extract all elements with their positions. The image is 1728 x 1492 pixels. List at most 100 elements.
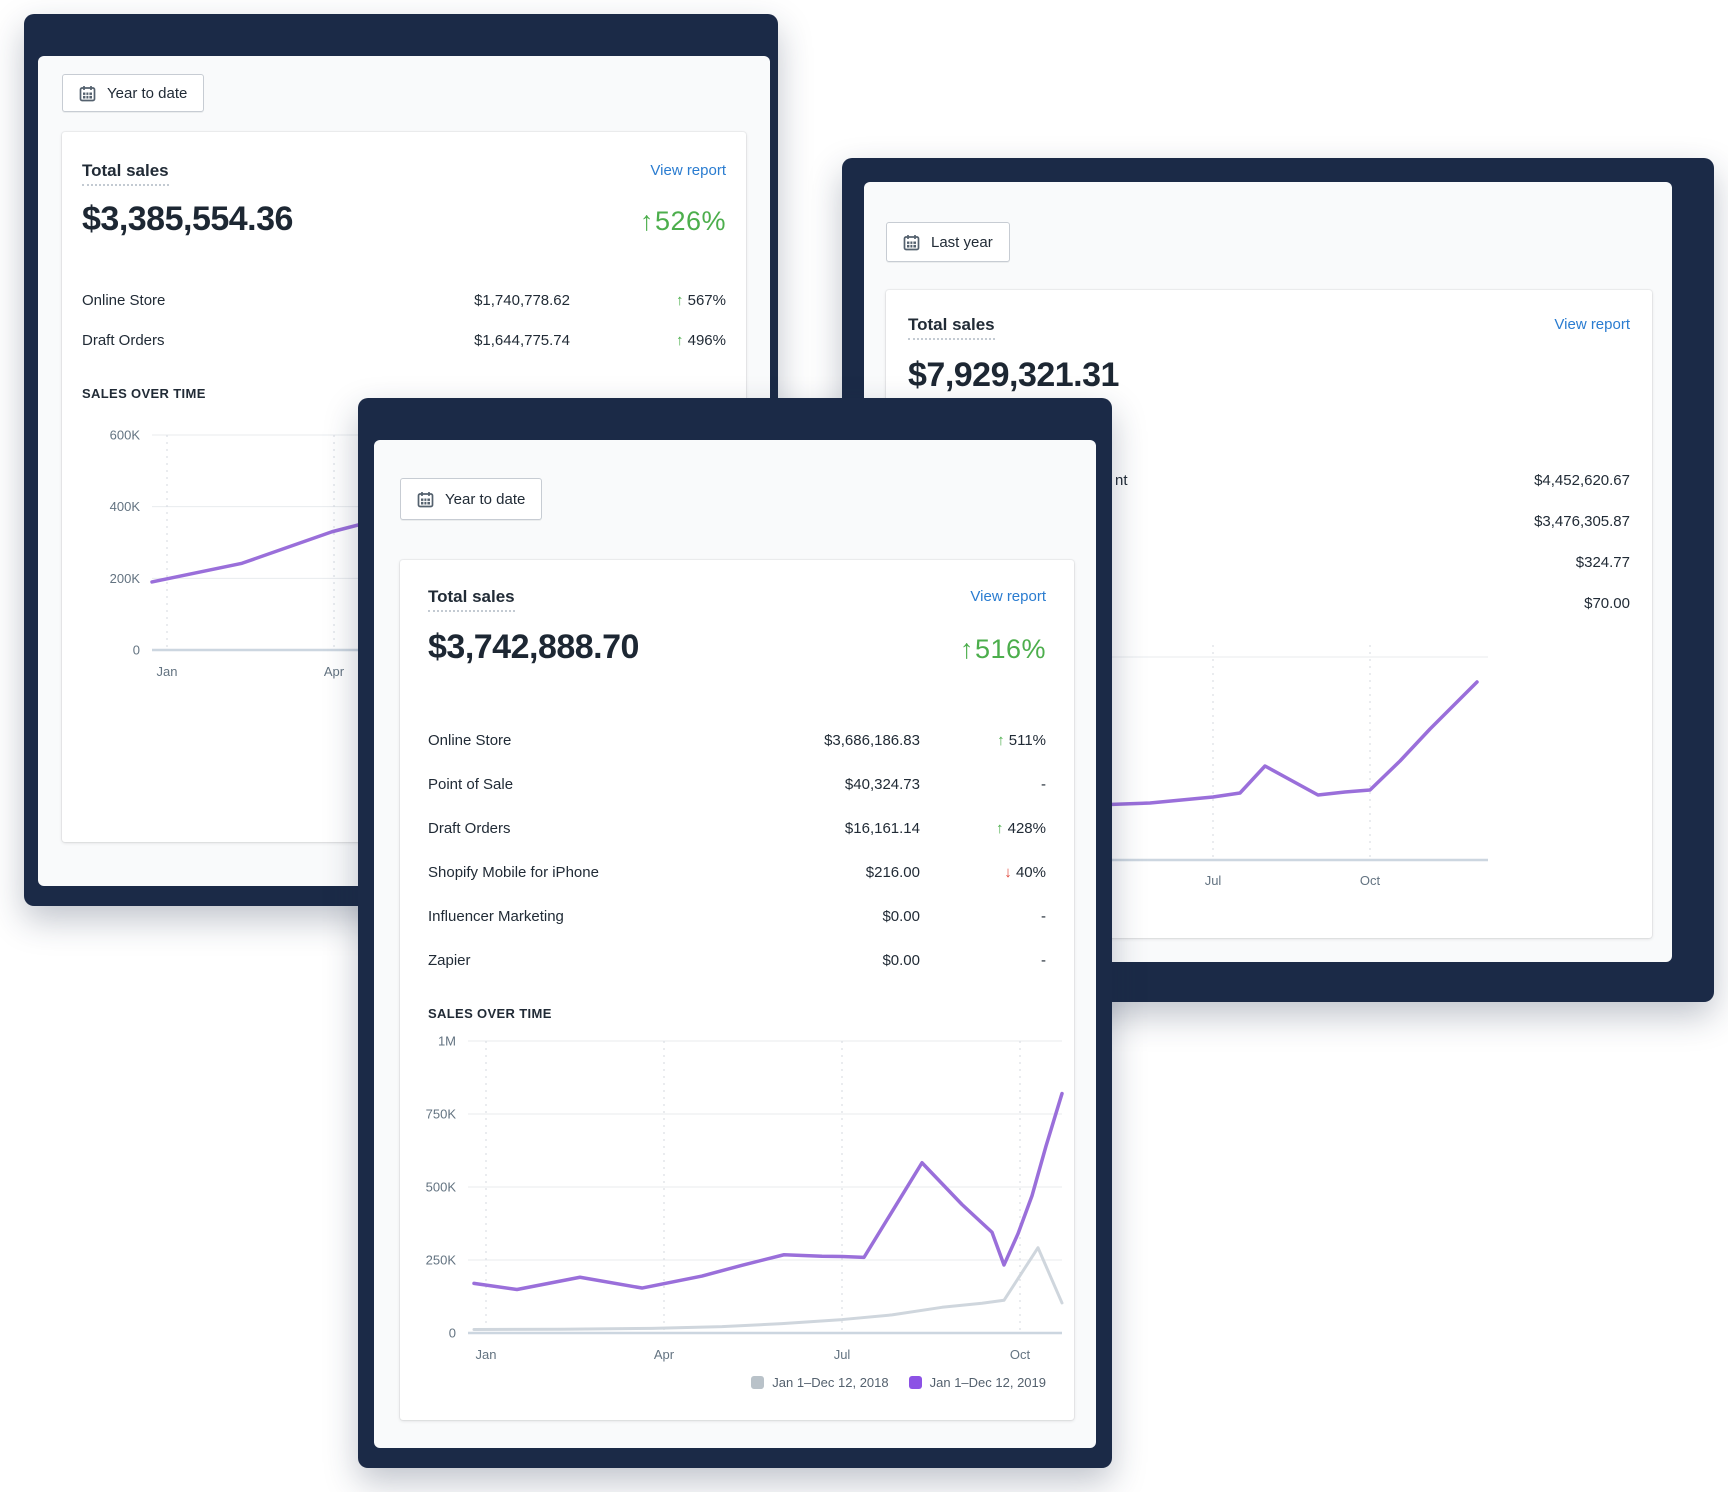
- y-tick-label: 600K: [110, 428, 141, 443]
- up-arrow-icon: ↑: [675, 331, 684, 349]
- legend-swatch-icon: [908, 1376, 922, 1389]
- breakdown-row: $3,476,305.87: [908, 501, 1630, 542]
- up-arrow-icon: ↑: [997, 731, 1005, 749]
- section-label: SALES OVER TIME: [82, 386, 206, 401]
- row-value: $70.00: [1584, 595, 1630, 612]
- series-line: [472, 1246, 1064, 1331]
- view-report-link[interactable]: View report: [1554, 316, 1630, 333]
- row-label: Online Store: [82, 291, 166, 309]
- x-tick-label: Apr: [654, 1347, 675, 1362]
- series-line: [472, 1091, 1064, 1292]
- legend-label: Jan 1–Dec 12, 2018: [772, 1375, 889, 1390]
- row-change: ↑ 428%: [995, 819, 1046, 837]
- y-tick-label: 750K: [426, 1107, 457, 1122]
- legend-label: Jan 1–Dec 12, 2019: [929, 1375, 1046, 1390]
- y-tick-label: 400K: [110, 499, 141, 514]
- row-change: ↓ 40%: [1004, 863, 1046, 881]
- series-line: [1093, 680, 1479, 807]
- sales-card-year-to-date-front: Year to date Total sales View report $3,…: [358, 398, 1112, 1468]
- view-report-link[interactable]: View report: [650, 162, 726, 179]
- row-change: ↑ 496%: [675, 331, 726, 349]
- row-value: $3,476,305.87: [1534, 513, 1630, 530]
- x-tick-label: Oct: [1360, 873, 1381, 888]
- row-value: $3,686,186.83: [824, 731, 920, 749]
- up-arrow-icon: ↑: [959, 634, 974, 664]
- y-tick-label: 200K: [110, 571, 141, 586]
- date-range-label: Year to date: [107, 84, 188, 102]
- legend-item: Jan 1–Dec 12, 2018: [751, 1375, 889, 1390]
- legend-swatch-icon: [751, 1376, 765, 1389]
- row-value: $1,740,778.62: [474, 291, 570, 309]
- card-title: Total sales: [428, 588, 515, 612]
- view-report-link[interactable]: View report: [970, 588, 1046, 605]
- x-tick-label: Oct: [1010, 1347, 1031, 1362]
- card-title: Total sales: [908, 316, 995, 340]
- breakdown-row: nt $4,452,620.67: [908, 460, 1630, 501]
- section-label: SALES OVER TIME: [428, 1006, 552, 1021]
- y-tick-label: 0: [449, 1326, 456, 1341]
- up-arrow-icon: ↑: [995, 819, 1004, 837]
- row-change: -: [1041, 951, 1046, 969]
- date-range-label: Last year: [931, 233, 993, 251]
- y-tick-label: 500K: [426, 1180, 457, 1195]
- row-change: ↑ 567%: [675, 291, 726, 309]
- y-tick-label: 250K: [426, 1253, 457, 1268]
- row-label: Zapier: [428, 951, 471, 969]
- breakdown-row: Draft Orders $1,644,775.74 ↑ 496%: [82, 320, 726, 360]
- breakdown-row: Shopify Mobile for iPhone $216.00 ↓ 40%: [428, 850, 1046, 894]
- x-tick-label: Jul: [834, 1347, 851, 1362]
- x-tick-label: Apr: [324, 664, 345, 679]
- breakdown-row: Online Store $3,686,186.83 ↑ 511%: [428, 718, 1046, 762]
- date-range-button[interactable]: Last year: [886, 222, 1010, 262]
- x-tick-label: Jan: [476, 1347, 497, 1362]
- breakdown-row: Draft Orders $16,161.14 ↑ 428%: [428, 806, 1046, 850]
- date-range-label: Year to date: [445, 490, 526, 508]
- total-sales-card: Total sales View report $3,742,888.70 ↑ 5…: [400, 560, 1074, 1420]
- row-label: Influencer Marketing: [428, 907, 564, 925]
- x-tick-label: Jul: [1205, 873, 1222, 888]
- channel-breakdown: Online Store $3,686,186.83 ↑ 511% Point of …: [428, 718, 1046, 982]
- channel-breakdown: nt $4,452,620.67 $3,476,305.87 $324.77 $70.0…: [908, 460, 1630, 624]
- row-value: $40,324.73: [844, 775, 920, 793]
- breakdown-row: Zapier $0.00 -: [428, 938, 1046, 982]
- breakdown-row: $324.77: [908, 542, 1630, 583]
- total-amount: $7,929,321.31: [908, 356, 1119, 394]
- sales-over-time-chart[interactable]: Jul Oct: [908, 630, 1630, 920]
- breakdown-row: Influencer Marketing $0.00 -: [428, 894, 1046, 938]
- x-tick-label: Jan: [157, 664, 178, 679]
- row-change: ↑ 511%: [997, 731, 1046, 749]
- date-range-button[interactable]: Year to date: [400, 478, 543, 520]
- row-label: Online Store: [428, 731, 512, 749]
- down-arrow-icon: ↓: [1004, 863, 1012, 881]
- y-tick-label: 0: [133, 643, 140, 658]
- legend-item: Jan 1–Dec 12, 2019: [908, 1375, 1046, 1390]
- chart-legend: Jan 1–Dec 12, 2018 Jan 1–Dec 12, 2019: [428, 1375, 1046, 1390]
- row-label: Draft Orders: [82, 331, 165, 349]
- row-value: $0.00: [882, 951, 920, 969]
- row-value: $16,161.14: [844, 819, 920, 837]
- total-amount: $3,385,554.36: [82, 200, 293, 238]
- breakdown-row: Point of Sale $40,324.73 -: [428, 762, 1046, 806]
- date-range-button[interactable]: Year to date: [62, 74, 205, 112]
- row-value: $4,452,620.67: [1534, 472, 1630, 489]
- row-change: -: [1041, 907, 1046, 925]
- up-arrow-icon: ↑: [675, 291, 684, 309]
- calendar-icon: [417, 491, 434, 508]
- row-label-fragment: nt: [1115, 472, 1128, 489]
- row-value: $0.00: [882, 907, 920, 925]
- total-change-badge: ↑526%: [639, 206, 726, 236]
- row-label: Shopify Mobile for iPhone: [428, 863, 599, 881]
- breakdown-row: $70.00: [908, 583, 1630, 624]
- channel-breakdown: Online Store $1,740,778.62 ↑ 567% Draft Ord…: [82, 280, 726, 360]
- card-panel: Year to date Total sales View report $3,…: [374, 440, 1096, 1448]
- row-label: Point of Sale: [428, 775, 514, 793]
- breakdown-row: Online Store $1,740,778.62 ↑ 567%: [82, 280, 726, 320]
- row-label: Draft Orders: [428, 819, 511, 837]
- card-title: Total sales: [82, 162, 169, 186]
- row-value: $1,644,775.74: [474, 331, 570, 349]
- total-amount: $3,742,888.70: [428, 628, 639, 666]
- calendar-icon: [79, 85, 96, 102]
- up-arrow-icon: ↑: [639, 206, 654, 236]
- calendar-icon: [903, 234, 920, 251]
- sales-over-time-chart[interactable]: 1M 750K 500K 250K 0 Jan Apr Jul Oct: [426, 1028, 1064, 1373]
